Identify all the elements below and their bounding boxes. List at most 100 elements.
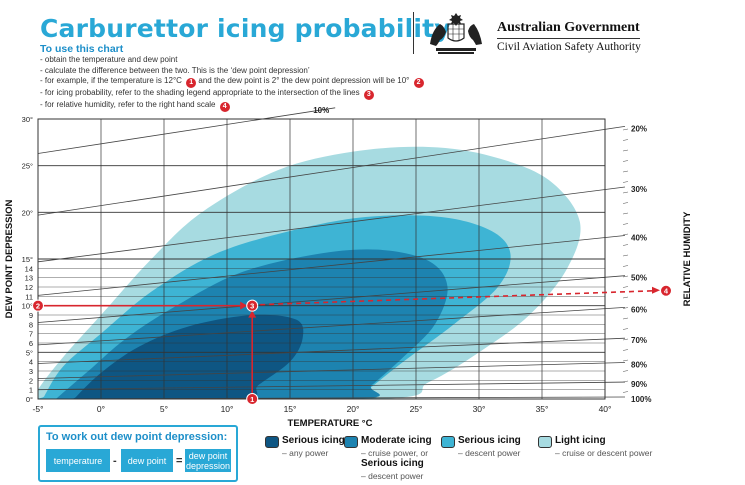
marker-4-icon: 4 [219, 102, 230, 112]
humidity-line [37, 337, 626, 364]
instruction-2: - calculate the difference between the t… [40, 65, 310, 75]
y-tick-label: 12 [25, 283, 33, 292]
chart-title: Carburettor icing probability [40, 14, 451, 43]
agency-name: Civil Aviation Safety Authority [497, 41, 641, 53]
humidity-line [37, 235, 626, 296]
legend-title-2: Serious icing [361, 458, 424, 469]
humidity-tick [622, 286, 629, 288]
y-tick-label: 13 [25, 274, 33, 283]
plot-frame [37, 118, 606, 400]
humidity-tick [622, 223, 629, 225]
humidity-tick [622, 128, 629, 131]
humidity-tick [622, 296, 629, 299]
x-tick-label: 40° [599, 404, 612, 414]
y-tick-label: 25° [22, 162, 33, 171]
y-tick-label: 11 [25, 292, 33, 301]
legend-title: Serious icing [458, 435, 521, 446]
x-tick-label: 25° [410, 404, 423, 414]
example-arrowhead-right [240, 301, 248, 310]
humidity-label: 80% [631, 360, 647, 369]
government-name: Australian Government [497, 20, 640, 35]
humidity-tick [622, 149, 629, 152]
humidity-tick [622, 349, 629, 351]
y-tick-label: 2 [29, 376, 33, 385]
humidity-tick [622, 254, 629, 257]
humidity-tick [622, 265, 629, 267]
humidity-line [37, 275, 626, 323]
y-tick-label: 1 [29, 386, 33, 395]
humidity-tick [622, 359, 629, 362]
legend-swatch [265, 436, 279, 448]
formula-minus: - [113, 455, 117, 467]
instruction-5: - for relative humidity, refer to the ri… [40, 100, 216, 109]
humidity-tick [622, 307, 629, 309]
humidity-label: 50% [631, 274, 647, 283]
humidity-label: 60% [631, 305, 647, 314]
x-tick-label: 20° [347, 404, 360, 414]
example-humidity-line [260, 289, 656, 306]
humidity-tick [622, 391, 629, 393]
right-axis-title: RELATIVE HUMIDITY [682, 211, 693, 306]
humidity-tick [622, 370, 629, 372]
formula-temperature: temperature [46, 449, 110, 472]
y-tick-label: 7 [29, 330, 33, 339]
humidity-tick [622, 191, 629, 194]
chart-marker-1 [246, 393, 259, 405]
y-tick-label: 14 [25, 264, 33, 273]
y-tick-label: 5° [26, 348, 33, 357]
humidity-tick [622, 212, 629, 215]
humidity-line [37, 125, 626, 216]
government-rule [497, 38, 640, 39]
instruction-4: - for icing probability, refer to the sh… [40, 88, 360, 97]
humidity-label: 20% [631, 124, 647, 133]
humidity-line [37, 107, 336, 154]
humidity-tick [622, 317, 629, 320]
x-tick-label: -5° [33, 404, 44, 414]
legend-sub: – descent power [458, 448, 521, 458]
y-tick-label: 6 [29, 339, 33, 348]
chart-marker-1-label: 1 [250, 395, 254, 404]
humidity-line [37, 381, 626, 391]
humidity-tick [622, 160, 629, 162]
humidity-label: 90% [631, 380, 647, 389]
y-tick-label: 3 [29, 367, 33, 376]
example-arrowhead-humidity [652, 286, 660, 294]
legend-sub: – cruise or descent power [555, 448, 653, 458]
instructions: - obtain the temperature and dew point -… [40, 55, 440, 112]
legend-title: Light icing [555, 435, 606, 446]
formula-title: To work out dew point depression: [46, 431, 228, 443]
formula-dew-point: dew point [121, 449, 173, 472]
x-tick-label: 10° [221, 404, 234, 414]
legend-title: Moderate icing [361, 435, 432, 446]
chart-marker-3-label: 3 [250, 302, 254, 311]
marker-1-icon: 1 [186, 78, 197, 88]
legend-title: Serious icing [282, 435, 345, 446]
x-tick-label: 30° [473, 404, 486, 414]
humidity-tick [622, 181, 629, 183]
y-tick-label: 8 [29, 320, 33, 329]
x-tick-label: 35° [536, 404, 549, 414]
y-tick-label: 10° [22, 302, 33, 311]
legend-sub: – any power [282, 448, 329, 458]
x-tick-label: 15° [284, 404, 297, 414]
marker-2-icon: 2 [413, 78, 424, 88]
humidity-tick [622, 244, 629, 246]
humidity-line [37, 186, 626, 263]
example-arrowhead-up [248, 310, 257, 318]
chart-marker-2 [32, 299, 44, 312]
humidity-label: 30% [631, 185, 647, 194]
y-tick-label: 30° [22, 115, 33, 124]
y-tick-label: 15° [22, 255, 33, 264]
humidity-tick [622, 328, 629, 330]
humidity-tick [622, 170, 629, 173]
legend-swatch [344, 436, 358, 448]
legend-swatch [441, 436, 455, 448]
marker-3-icon: 3 [363, 90, 374, 100]
humidity-tick [622, 380, 629, 383]
humidity-label: 70% [631, 336, 647, 345]
y-tick-label: 0° [26, 395, 33, 404]
x-tick-label: 5° [160, 404, 168, 414]
legend-swatch [538, 436, 552, 448]
humidity-tick [622, 275, 629, 278]
humidity-line [37, 362, 626, 379]
